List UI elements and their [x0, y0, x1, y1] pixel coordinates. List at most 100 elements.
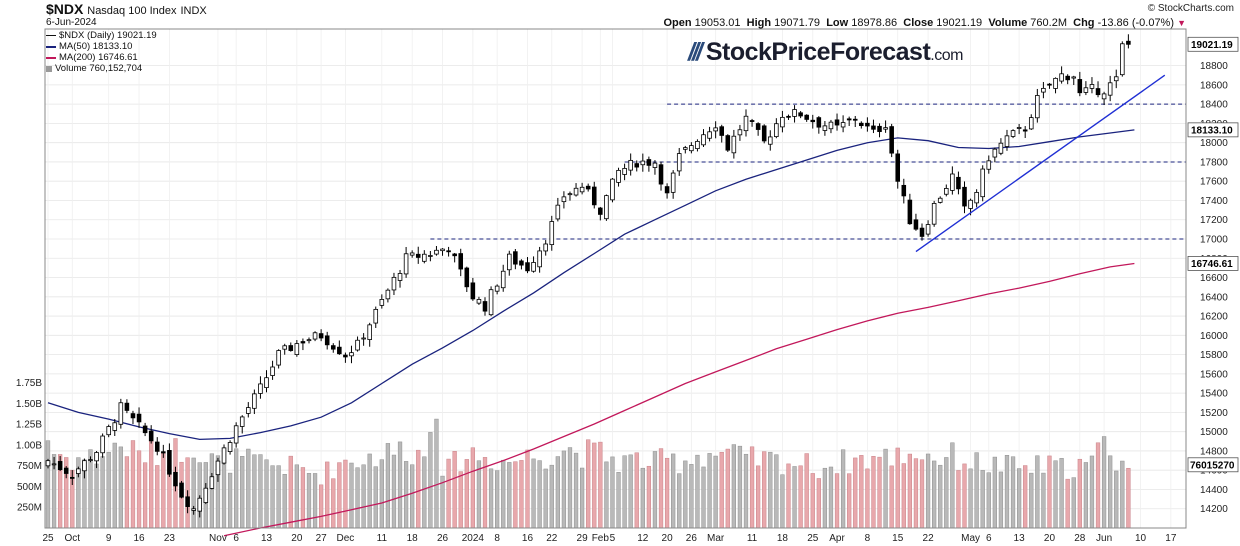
y-tick-label: 18400: [1200, 100, 1228, 111]
volume-bar: [270, 465, 275, 529]
y-tick-label: 18800: [1200, 61, 1228, 72]
x-tick-label: 10: [1135, 533, 1147, 544]
candle-body: [306, 339, 312, 342]
volume-bar: [707, 453, 712, 529]
candle-body: [355, 339, 360, 351]
candle-body: [403, 253, 409, 275]
volume-bar: [1101, 436, 1107, 529]
candle-body: [343, 354, 348, 358]
x-tick-label: 8: [494, 533, 500, 544]
candle-body: [646, 159, 652, 166]
volume-bar: [658, 448, 664, 529]
volume-bar: [312, 473, 318, 529]
candle-body: [986, 160, 992, 170]
candle-body: [859, 122, 864, 127]
candle-body: [270, 366, 275, 376]
candle-body: [798, 112, 803, 117]
candle-body: [525, 262, 530, 272]
candle-body: [519, 260, 524, 266]
x-tick-label: Mar: [707, 533, 725, 544]
candle-body: [476, 299, 482, 304]
candle-body: [1041, 87, 1046, 93]
volume-bar: [640, 467, 645, 529]
x-tick-label: Feb: [592, 533, 610, 544]
candle-body: [767, 136, 773, 145]
candle-body: [980, 168, 985, 198]
candle-body: [676, 153, 682, 172]
y-tick-label: 15800: [1200, 350, 1228, 361]
candle-body: [604, 195, 609, 220]
candle-body: [385, 289, 391, 300]
trendline: [915, 74, 1166, 253]
x-tick-label: 12: [637, 533, 649, 544]
chart-title: $NDX Nasdaq 100 Index INDX: [46, 1, 207, 17]
candle-body: [513, 251, 518, 265]
candle-body: [294, 343, 300, 355]
candle-body: [1004, 135, 1010, 147]
volume-bar: [106, 451, 111, 529]
candle-body: [828, 121, 834, 130]
volume-bar: [889, 465, 894, 529]
x-tick-label: 22: [923, 533, 935, 544]
candle-body: [440, 248, 445, 252]
volume-bar: [573, 452, 579, 529]
candle-body: [931, 203, 937, 225]
y-tick-label: 17800: [1200, 157, 1228, 168]
candle-body: [422, 253, 427, 262]
volume-bar: [944, 457, 949, 529]
volume-bar: [610, 456, 615, 529]
volume-bar: [434, 418, 439, 529]
candle-body: [130, 413, 136, 419]
x-tick-label: Dec: [337, 533, 355, 544]
candle-body: [500, 270, 506, 289]
candle-body: [142, 425, 148, 434]
y-tick-label: 15200: [1200, 408, 1228, 419]
volume-bar: [780, 474, 785, 529]
x-tick-label: 15: [892, 533, 904, 544]
volume-bar: [992, 456, 997, 529]
volume-bar: [713, 455, 718, 529]
price-tag: 16746.61: [1187, 256, 1239, 271]
volume-tick-label: 1.50B: [16, 399, 42, 410]
volume-bar: [1071, 477, 1076, 529]
volume-bar: [677, 473, 682, 529]
x-tick-label: 26: [686, 533, 698, 544]
volume-bar: [495, 470, 500, 529]
volume-bar: [306, 473, 312, 529]
volume-bar: [355, 467, 360, 529]
candle-body: [330, 345, 336, 350]
candle-body: [215, 460, 221, 476]
candle-body: [1083, 87, 1089, 93]
candle-body: [397, 273, 403, 281]
candle-body: [907, 199, 913, 225]
volume-bar: [616, 472, 621, 529]
candle-body: [94, 452, 99, 462]
candle-body: [488, 289, 494, 316]
candle-body: [871, 125, 876, 130]
volume-bar: [883, 448, 888, 529]
candle-body: [1010, 130, 1016, 137]
volume-bar: [458, 471, 463, 529]
candle-body: [968, 199, 973, 209]
volume-bar: [367, 453, 372, 529]
candle-body: [895, 153, 901, 182]
candle-body: [919, 227, 925, 237]
volume-bar: [379, 459, 384, 529]
candle-body: [950, 173, 955, 191]
candle-body: [786, 115, 791, 118]
volume-bar: [828, 466, 834, 529]
volume-bar: [877, 456, 882, 529]
volume-bar: [513, 461, 518, 529]
volume-bar: [209, 453, 215, 529]
high-value: 19071.79: [774, 17, 821, 29]
candle-body: [755, 123, 761, 130]
ma200-line: [223, 262, 1135, 537]
volume-tick-label: 1.00B: [16, 440, 42, 451]
volume-bar: [932, 460, 937, 529]
candle-body: [598, 207, 603, 215]
volume-bar: [1004, 455, 1010, 529]
x-tick-label: 6: [233, 533, 239, 544]
y-tick-label: 15600: [1200, 369, 1228, 380]
candle-body: [148, 430, 154, 442]
